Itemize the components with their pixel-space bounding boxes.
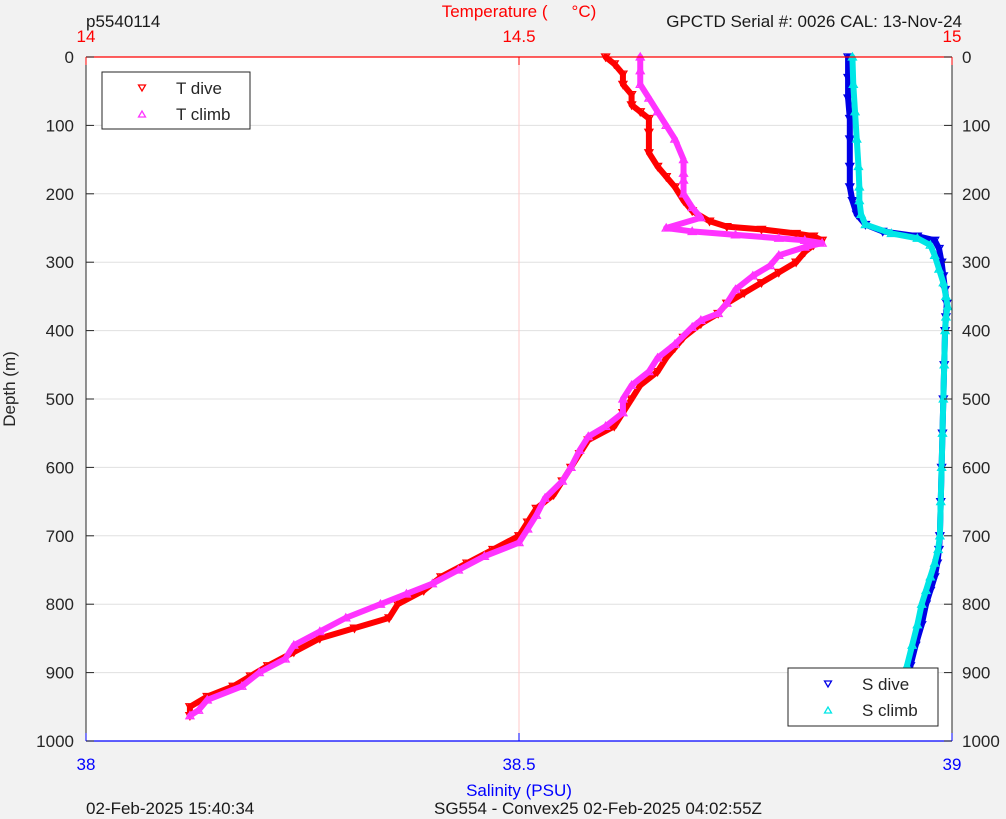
series-segment-s_climb-18: [941, 327, 949, 368]
series-segment-s_climb-9: [888, 230, 921, 242]
left-axis-title: Depth (m): [0, 351, 19, 427]
bottom-tick-label: 38.5: [502, 755, 535, 774]
series-segment-t_climb-6: [671, 136, 687, 163]
series-segment-t_climb-53: [204, 683, 245, 703]
axes: [85, 56, 953, 742]
left-tick-label: 800: [46, 595, 74, 614]
series-segment-t_climb-43: [455, 553, 488, 573]
right-tick-label: 400: [962, 322, 990, 341]
series-segment-t_climb-45: [403, 580, 436, 597]
left-tick-label: 0: [65, 48, 74, 67]
right-tick-label: 600: [962, 458, 990, 477]
legend-marker-t_climb: [137, 109, 147, 118]
series-segment-t_dive-17: [758, 226, 800, 237]
series-segment-t_dive-51: [351, 614, 393, 632]
series-segment-t_climb-28: [654, 341, 678, 361]
series-segment-s_climb-22: [937, 464, 945, 505]
series-t_climb: [184, 51, 828, 720]
top-axis-title: Temperature ( °C): [442, 2, 597, 21]
top-tick-label: 14: [77, 27, 96, 46]
series-segment-s_climb-19: [940, 361, 948, 402]
legend-label-t_climb: T climb: [176, 105, 230, 124]
top-axis-title-prefix: Temperature (: [442, 2, 548, 21]
tick-labels: 0 0 100 100 200 200 300 300 400 400 500 500 600 600 70…: [0, 2, 1000, 800]
footer-timestamp: 02-Feb-2025 15:40:34: [86, 799, 255, 818]
profile-id: p5540114: [86, 12, 161, 31]
series-segment-t_dive-16: [723, 223, 765, 233]
series-segment-t_climb-51: [256, 655, 289, 676]
right-tick-label: 700: [962, 527, 990, 546]
series-segment-s_climb-20: [939, 396, 947, 437]
legend-marker-t_dive: [137, 84, 147, 93]
series-segment-t_climb-39: [533, 495, 548, 519]
right-tick-label: 100: [962, 116, 990, 135]
right-tick-label: 500: [962, 390, 990, 409]
series-segment-t_climb-49: [290, 628, 323, 649]
serial-info: GPCTD Serial #: 0026 CAL: 13-Nov-24: [666, 12, 962, 31]
series-segment-t_climb-47: [342, 601, 384, 621]
legend-label-t_dive: T dive: [176, 79, 222, 98]
series-segment-t_climb-46: [377, 590, 410, 608]
top-tick-label: 14.5: [502, 27, 535, 46]
left-tick-label: 500: [46, 390, 74, 409]
legend-top-left: T dive T climb: [101, 71, 251, 130]
left-tick-label: 700: [46, 527, 74, 546]
series-segment-s_climb-23: [936, 498, 944, 539]
series-segment-s_climb-21: [938, 430, 946, 471]
legends: T dive T climb S dive S climb: [101, 71, 939, 727]
left-tick-label: 400: [46, 322, 74, 341]
series-segment-t_climb-16: [775, 235, 808, 244]
series-segment-t_climb-22: [732, 272, 756, 293]
series-segment-t_climb-42: [481, 539, 522, 560]
series-segment-t_climb-33: [602, 409, 626, 430]
series-segment-t_dive-52: [316, 625, 358, 642]
legend-label-s_dive: S dive: [862, 675, 909, 694]
series-segment-t_climb-13: [663, 225, 696, 235]
grid-lines: [86, 57, 952, 741]
legend-label-s_climb: S climb: [862, 701, 918, 720]
series-segment-t_climb-34: [585, 423, 609, 440]
series-s_climb: [847, 51, 953, 720]
legend-box: [787, 667, 939, 727]
bottom-tick-label: 38: [77, 755, 96, 774]
footer-mission: SG554 - Convex25 02-Feb-2025 04:02:55Z: [434, 799, 762, 818]
series-segment-t_climb-19: [775, 244, 808, 259]
left-tick-label: 300: [46, 253, 74, 272]
series-segment-t_climb-38: [541, 478, 566, 502]
series-segment-t_dive-57: [204, 683, 237, 700]
right-tick-label: 1000: [962, 732, 1000, 751]
legend-marker-s_climb: [823, 705, 833, 714]
right-tick-label: 900: [962, 664, 990, 683]
series-segment-t_climb-48: [316, 614, 349, 635]
series-segment-s_climb-8: [862, 221, 895, 237]
right-tick-label: 200: [962, 185, 990, 204]
top-tick-label: 15: [943, 27, 962, 46]
left-tick-label: 1000: [36, 732, 74, 751]
right-tick-label: 0: [962, 48, 971, 67]
series-segment-t_climb-15: [732, 231, 782, 242]
legend-box: [101, 71, 251, 130]
series-segment-t_climb-36: [567, 447, 583, 471]
series-segment-t_climb-27: [671, 324, 696, 348]
series-layer: [184, 51, 953, 722]
right-tick-label: 800: [962, 595, 990, 614]
right-tick-label: 300: [962, 253, 990, 272]
series-segment-t_climb-21: [749, 262, 774, 279]
series-segment-t_climb-14: [689, 228, 739, 238]
left-tick-label: 900: [46, 664, 74, 683]
left-tick-label: 100: [46, 116, 74, 135]
series-segment-t_climb-30: [628, 368, 652, 389]
top-axis-title-suffix: °C): [572, 2, 597, 21]
legend-marker-s_dive: [823, 680, 833, 689]
legend-bottom-right: S dive S climb: [787, 667, 939, 727]
series-segment-t_climb-44: [429, 567, 462, 587]
left-tick-label: 600: [46, 458, 74, 477]
data-point-t_climb-56: [184, 710, 196, 720]
left-tick-label: 200: [46, 185, 74, 204]
series-segment-t_climb-52: [238, 669, 263, 690]
bottom-axis-title: Salinity (PSU): [466, 781, 572, 800]
series-segment-t_climb-25: [697, 310, 722, 324]
bottom-tick-label: 39: [943, 755, 962, 774]
